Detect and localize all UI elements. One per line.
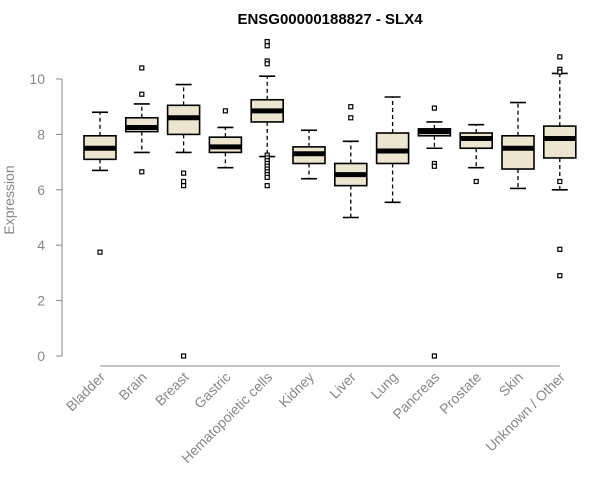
y-axis-label: Expression bbox=[1, 165, 17, 234]
outlier-point bbox=[348, 104, 354, 110]
box-liver bbox=[333, 104, 368, 219]
outlier-point bbox=[139, 91, 145, 97]
outlier-point bbox=[181, 170, 187, 176]
y-tick-label: 0 bbox=[37, 348, 45, 364]
box-iqr bbox=[375, 132, 410, 165]
outlier-point bbox=[264, 174, 270, 180]
axes-group: 0 2 4 6 8 10 bbox=[29, 71, 560, 367]
outlier-point bbox=[557, 69, 563, 75]
outlier-point bbox=[181, 183, 187, 189]
box-breast bbox=[166, 83, 201, 359]
outlier-point bbox=[222, 108, 228, 114]
y-tick-label: 10 bbox=[29, 71, 45, 87]
outlier-point bbox=[181, 178, 187, 185]
outlier-point bbox=[431, 163, 437, 169]
x-tick-label: Skin bbox=[496, 369, 527, 400]
outlier-point bbox=[348, 115, 354, 121]
outlier-point bbox=[139, 169, 145, 175]
outlier-point bbox=[431, 105, 437, 111]
x-tick-label: Kidney bbox=[276, 369, 318, 411]
x-tick-label: Breast bbox=[152, 369, 192, 409]
y-tick-label: 8 bbox=[37, 126, 45, 142]
y-tick-label: 2 bbox=[37, 293, 45, 309]
outlier-point bbox=[181, 353, 187, 359]
outlier-point bbox=[473, 178, 479, 185]
x-tick-label: Bladder bbox=[63, 369, 109, 415]
box-prostate bbox=[459, 123, 494, 185]
box-brain bbox=[125, 65, 159, 175]
box-iqr bbox=[501, 134, 535, 170]
y-tick-label: 4 bbox=[37, 237, 45, 253]
outlier-point bbox=[557, 54, 563, 60]
outlier-point bbox=[557, 273, 563, 279]
box-unknown-other bbox=[542, 54, 577, 279]
box-pancreas bbox=[417, 105, 452, 359]
box-bladder bbox=[83, 111, 117, 255]
outlier-point bbox=[557, 246, 563, 252]
box-lung bbox=[375, 96, 410, 204]
box-kidney bbox=[292, 129, 326, 180]
x-tick-label: Unknown / Other bbox=[482, 369, 568, 455]
x-tick-label: Prostate bbox=[436, 369, 484, 417]
outlier-point bbox=[264, 183, 270, 189]
outlier-point bbox=[97, 249, 103, 255]
outlier-point bbox=[264, 39, 270, 45]
box-iqr bbox=[542, 125, 577, 159]
outlier-point bbox=[431, 353, 437, 359]
outlier-point bbox=[264, 61, 270, 67]
x-tick-label: Lung bbox=[367, 369, 400, 402]
box-gastric bbox=[208, 108, 243, 169]
chart-title: ENSG00000188827 - SLX4 bbox=[237, 11, 423, 28]
box-hematopoietic-cells bbox=[250, 39, 284, 189]
outlier-point bbox=[139, 65, 145, 71]
outlier-point bbox=[264, 43, 270, 49]
y-tick-label: 6 bbox=[37, 182, 45, 198]
x-tick-label: Brain bbox=[115, 369, 149, 403]
boxes-group bbox=[83, 39, 577, 359]
box-skin bbox=[501, 101, 535, 190]
outlier-point bbox=[557, 178, 563, 185]
x-tick-label: Liver bbox=[326, 369, 359, 402]
